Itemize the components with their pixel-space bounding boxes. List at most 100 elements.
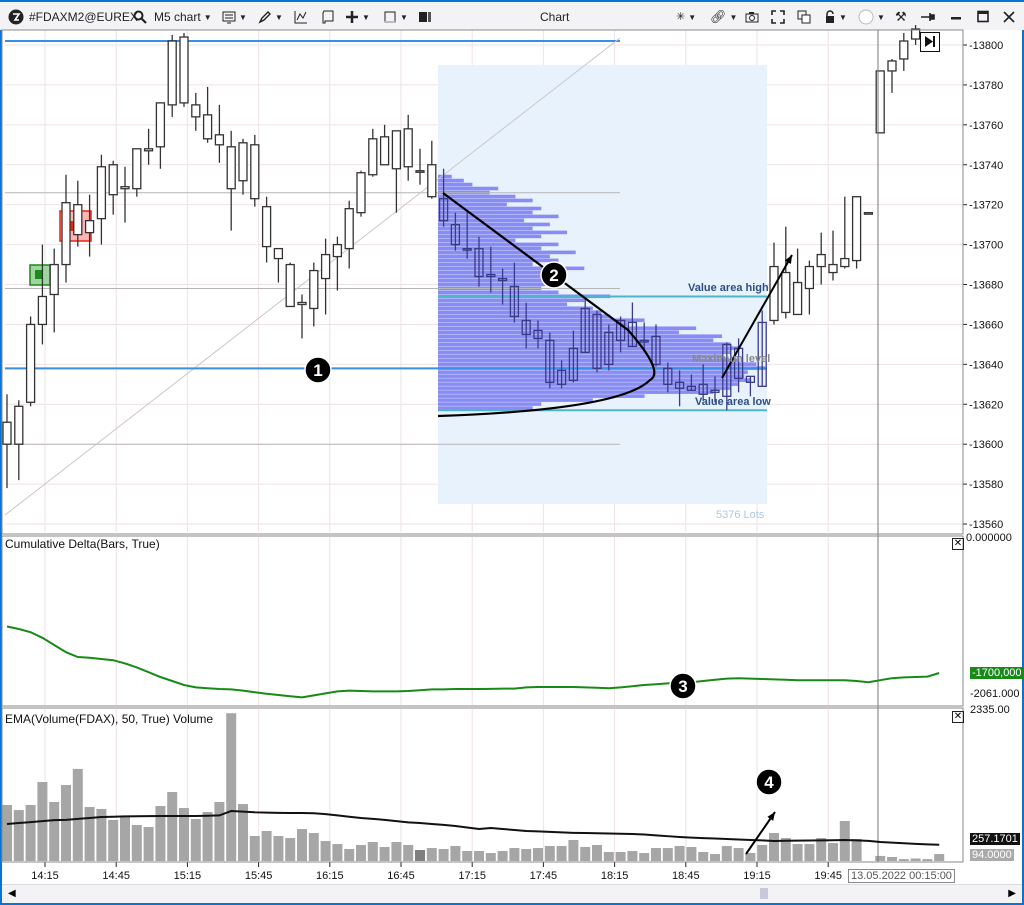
color-circle-icon[interactable]: ▼ (858, 8, 885, 26)
maximum-level-label: Maximum level (692, 353, 771, 365)
volume-bar (828, 843, 838, 861)
volume-bar (320, 841, 331, 861)
breakout-arrow (721, 254, 793, 379)
volume-bar (792, 844, 803, 861)
scroll-icon[interactable] (321, 8, 335, 26)
candle-body (73, 204, 83, 236)
annotation-number: 1 (313, 361, 322, 380)
price-tick-label: -13720 (969, 200, 1003, 212)
profile-bar (438, 322, 628, 327)
volume-bar (769, 833, 779, 861)
volume-arrow-head (767, 812, 775, 821)
tools-icon[interactable]: ⚒ (895, 9, 907, 24)
volume-bar (710, 854, 720, 861)
profile-bar (438, 290, 559, 295)
candle-body (651, 335, 661, 366)
price-tick-label: -13660 (969, 319, 1003, 331)
profile-bar (438, 354, 722, 358)
breakout-arrow-head (784, 255, 792, 264)
volume-bar (249, 836, 260, 861)
volume-bar (285, 838, 296, 861)
time-tick-label: 15:45 (245, 870, 273, 882)
volume-bar (84, 807, 95, 861)
price-tick-label: -13740 (969, 160, 1003, 172)
delta-last-value-badge: -1700,000 (970, 667, 1024, 679)
candle-body (639, 339, 649, 343)
volume-bar (627, 851, 638, 861)
clone-icon[interactable] (797, 8, 811, 26)
indicators-icon[interactable] (294, 8, 308, 26)
camera-icon[interactable] (745, 8, 759, 26)
profile-bar (438, 270, 542, 275)
volume-bar (686, 847, 697, 861)
candle-body (427, 164, 437, 198)
candle-body (415, 170, 425, 173)
volume-bar (910, 858, 921, 861)
panel-frame (1, 29, 964, 535)
volume-bar (96, 808, 107, 861)
profile-total-label: 5376 Lots (716, 509, 765, 521)
close-delta-panel-button[interactable]: ✕ (952, 538, 964, 550)
volume-bar (721, 846, 732, 861)
candle-body (49, 263, 59, 296)
symbol-label[interactable]: #FDAXM2@EUREX (29, 10, 138, 24)
profile-bar (438, 334, 722, 339)
candle-body (521, 319, 531, 336)
time-tick-label: 18:15 (601, 870, 629, 882)
template-icon[interactable]: ▼ (222, 8, 247, 26)
candle-body (238, 142, 248, 182)
volume-bar (367, 842, 378, 861)
price-tick-label: -13700 (969, 240, 1003, 252)
scrollbar-thumb[interactable] (760, 888, 768, 899)
minimize-icon[interactable] (950, 8, 962, 26)
candle-body (84, 219, 95, 234)
horizontal-scrollbar[interactable]: ◀ ▶ (2, 884, 1022, 903)
candle-body (14, 405, 24, 445)
price-tick-label: -13640 (969, 359, 1003, 371)
volume-bar (851, 838, 862, 861)
layout-icon[interactable] (418, 8, 432, 26)
cursor-sync-icon[interactable]: ✳ ▼ (676, 11, 697, 23)
volume-bar (592, 844, 602, 861)
volume-bar (757, 844, 768, 861)
crosshair-plus-icon[interactable]: ▼ (345, 8, 370, 26)
profile-bar (438, 250, 576, 255)
volume-bar (816, 838, 827, 861)
pin-icon[interactable] (920, 8, 936, 26)
candle-body (674, 381, 685, 389)
close-volume-panel-button[interactable]: ✕ (952, 711, 964, 723)
profile-bar (438, 282, 550, 287)
volume-panel-title: EMA(Volume(FDAX), 50, True) Volume (5, 712, 214, 726)
candle-body (297, 301, 307, 306)
profile-bar (438, 262, 533, 267)
window-icon[interactable]: ▼ (383, 8, 408, 26)
volume-bar (651, 848, 661, 861)
volume-bar (297, 829, 307, 861)
chevron-down-icon: ▼ (203, 12, 212, 22)
search-icon[interactable] (133, 8, 147, 26)
scroll-left-icon[interactable]: ◀ (8, 888, 16, 899)
profile-bar (438, 198, 533, 203)
maximize-icon[interactable] (977, 8, 989, 26)
candle-body (722, 343, 732, 397)
volume-bar (403, 844, 414, 861)
volume-bar (49, 802, 60, 861)
fullscreen-icon[interactable] (771, 8, 785, 26)
volume-bar (674, 846, 685, 861)
scroll-right-icon[interactable]: ▶ (1008, 888, 1016, 899)
volume-bar (922, 859, 933, 861)
close-icon[interactable] (1003, 8, 1015, 26)
lock-icon[interactable]: ▼ (824, 8, 847, 26)
time-tick-label: 17:15 (458, 870, 486, 882)
time-tick-label: 16:15 (316, 870, 344, 882)
chart-type-dropdown[interactable]: M5 chart ▼ (154, 8, 212, 26)
link-icon[interactable]: 🔗︎ ▼ (710, 9, 738, 24)
app-logo-icon[interactable] (8, 8, 24, 26)
price-tick-label: -13780 (969, 80, 1003, 92)
profile-bar (438, 214, 559, 219)
pencil-icon[interactable]: ▼ (258, 8, 283, 26)
candle-body (320, 253, 331, 280)
scroll-to-end-button[interactable] (920, 32, 940, 52)
volume-bar (72, 768, 83, 861)
